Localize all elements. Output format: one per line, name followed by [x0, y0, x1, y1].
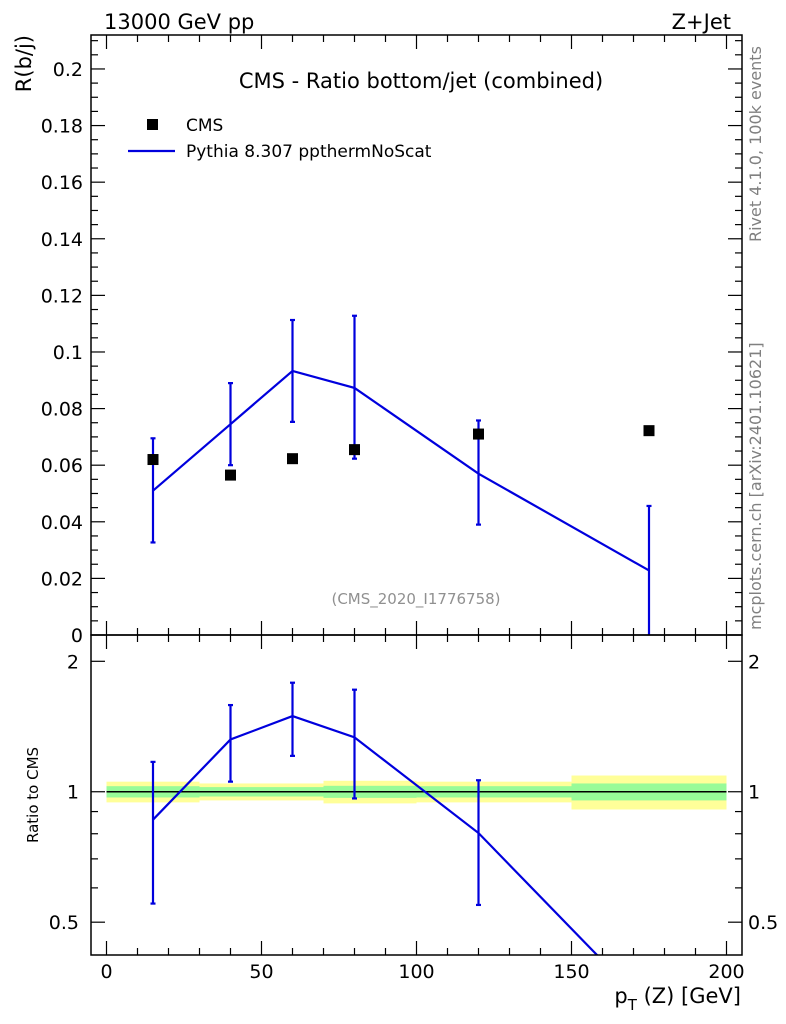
main-y-tick-label: 0.16 — [41, 172, 83, 194]
x-tick-label: 0 — [100, 961, 112, 983]
main-y-tick-label: 0.02 — [41, 568, 83, 590]
ratio-y-tick-label-right: 1 — [748, 782, 760, 804]
ratio-y-tick-label-right: 0.5 — [748, 912, 778, 934]
data-point — [473, 428, 484, 440]
ratio-y-tick-label: 1 — [67, 782, 79, 804]
main-y-tick-label: 0.1 — [53, 342, 83, 364]
x-axis: 0 50 100 150 200 — [100, 635, 745, 983]
mcplots-label: mcplots.cern.ch [arXiv:2401.10621] — [746, 342, 765, 630]
main-y-axis: 0 0.02 0.04 0.06 0.08 0.1 0.12 0.14 0.16 0.18 0.2 — [41, 35, 742, 647]
x-axis-label-rest: (Z) [GeV] — [637, 984, 741, 1008]
mc-ratio-line — [152, 714, 599, 955]
ratio-plot-area — [106, 681, 727, 955]
data-point — [643, 425, 655, 437]
legend-mc-label: Pythia 8.307 ppthermNoScat — [186, 142, 432, 162]
main-y-tick-label: 0.06 — [41, 455, 83, 477]
main-panel: 00.020.040.060.080.10.120.140.160.180.2 … — [12, 34, 743, 647]
main-y-tick-label: 0.14 — [41, 229, 83, 251]
main-y-tick-label: 0 — [71, 625, 83, 647]
x-tick-label: 150 — [553, 961, 589, 983]
process-label: Z+Jet — [672, 10, 731, 34]
x-axis-label-sub: T — [627, 996, 638, 1014]
legend-data-marker — [147, 119, 158, 130]
legend: CMS Pythia 8.307 ppthermNoScat — [128, 116, 432, 162]
x-tick-label: 50 — [249, 961, 273, 983]
ratio-y-axis: 0.5 0.5 1 1 2 2 — [49, 651, 778, 934]
mc-line — [152, 369, 650, 572]
ratio-y-tick-label: 0.5 — [49, 912, 79, 934]
collider-label: 13000 GeV pp — [104, 10, 254, 34]
ratio-panel: 0.5 0.5 1 1 2 2 0 50 100 150 200 Ratio to CMS pT … — [24, 634, 778, 1014]
chart-title: CMS - Ratio bottom/jet (combined) — [239, 69, 603, 93]
main-y-tick-label: 0.04 — [41, 512, 83, 534]
ratio-y-tick-label: 2 — [67, 651, 79, 673]
x-axis-label-p: p — [614, 984, 627, 1008]
main-y-tick-label: 0.2 — [53, 59, 83, 81]
main-plot-area — [147, 314, 655, 635]
data-point — [225, 469, 236, 481]
x-tick-label: 100 — [398, 961, 434, 983]
main-y-tick-label: 0.18 — [41, 116, 83, 138]
analysis-label: (CMS_2020_I1776758) — [331, 590, 500, 609]
main-y-tick-label: 0.12 — [41, 285, 83, 307]
x-axis-label: pT (Z) [GeV] — [614, 984, 741, 1014]
data-point — [349, 444, 360, 456]
legend-data-label: CMS — [186, 116, 223, 136]
main-y-axis-label: R(b/j) — [12, 35, 36, 92]
main-y-tick-label: 0.08 — [41, 399, 83, 421]
x-tick-label: 200 — [708, 961, 744, 983]
rivet-version-label: Rivet 4.1.0, 100k events — [746, 46, 765, 242]
ratio-y-tick-label-right: 2 — [748, 651, 760, 673]
data-point — [147, 454, 159, 466]
ratio-frame — [90, 634, 743, 956]
ratio-y-axis-label: Ratio to CMS — [24, 747, 42, 843]
data-point — [287, 453, 298, 465]
